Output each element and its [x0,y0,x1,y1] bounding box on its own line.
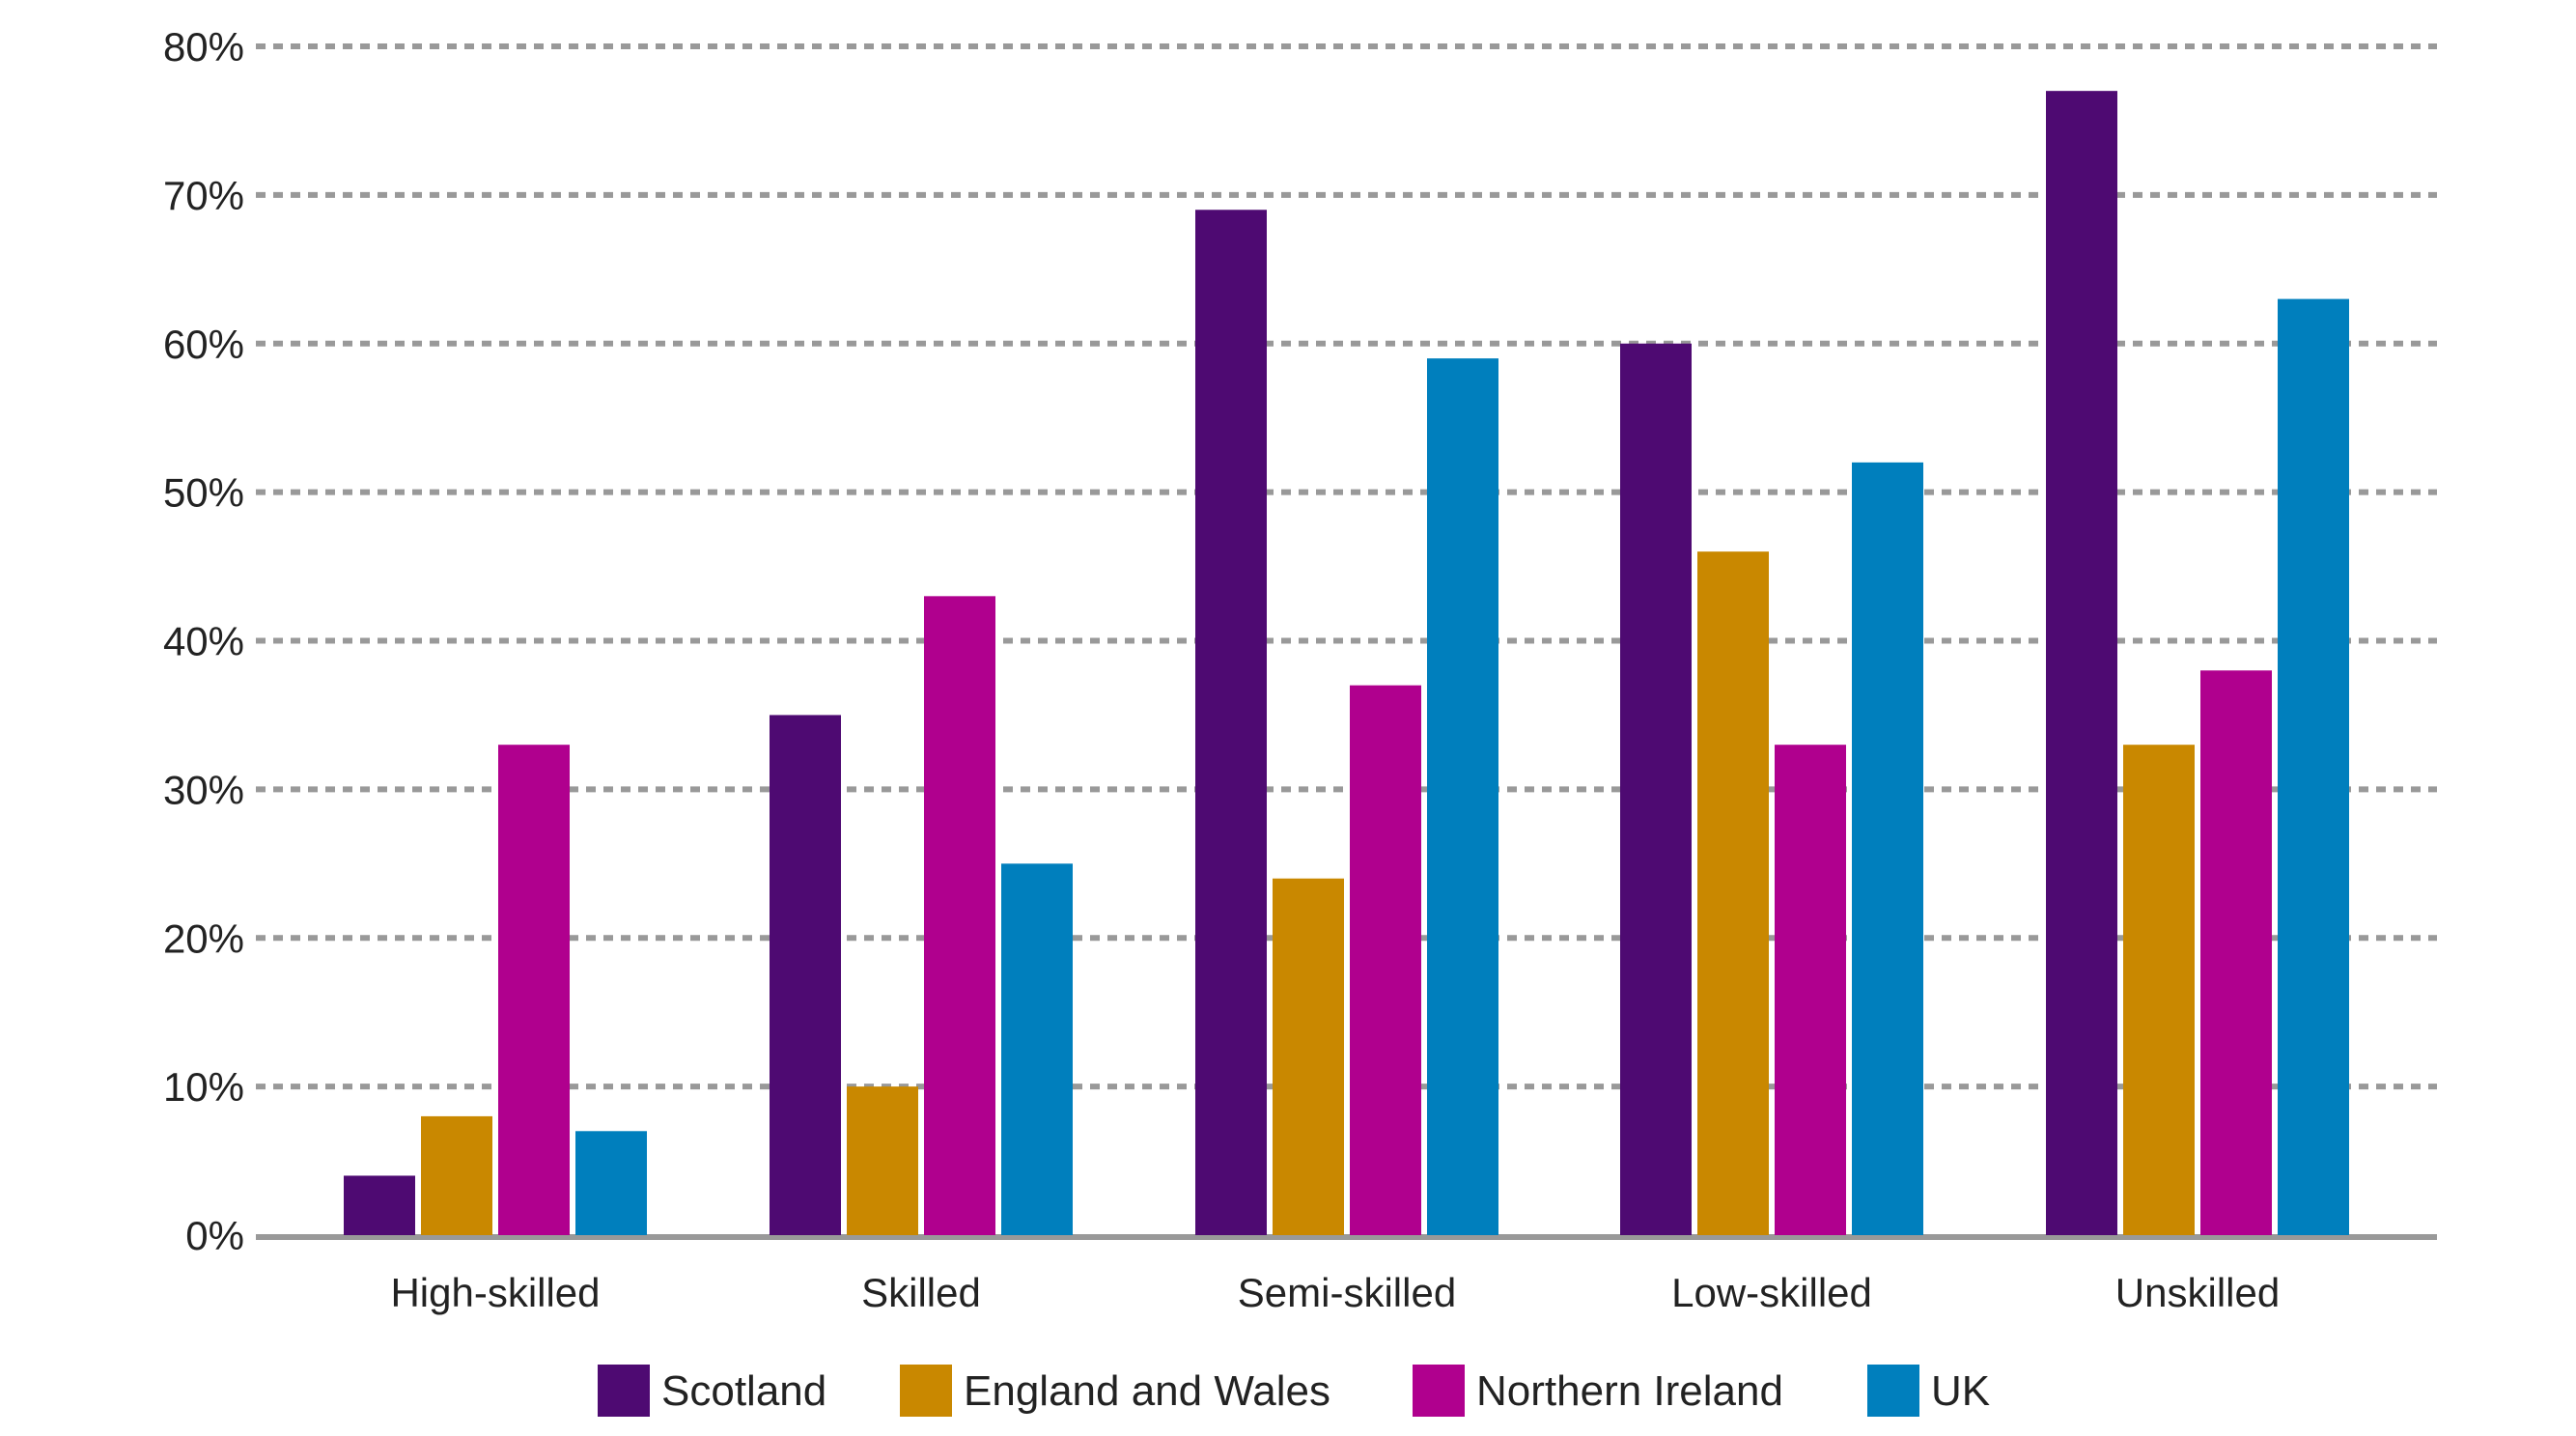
x-tick-label: Unskilled [2115,1270,2280,1315]
bar-northern-ireland [1775,745,1846,1235]
y-tick-label: 70% [163,173,244,218]
bar-uk [2278,298,2349,1235]
bar-scotland [2046,91,2117,1236]
bar-england-and-wales [847,1086,918,1235]
bar-scotland [1195,210,1267,1236]
y-tick-label: 50% [163,470,244,516]
x-tick-label: Skilled [861,1270,981,1315]
x-tick-label: Low-skilled [1671,1270,1872,1315]
legend-label: Scotland [661,1367,826,1415]
legend-swatch [900,1365,952,1417]
legend-swatch [598,1365,650,1417]
bar-uk [1852,462,1923,1236]
bar-northern-ireland [1350,685,1421,1235]
y-tick-label: 40% [163,619,244,664]
bar-england-and-wales [2123,745,2195,1235]
bar-uk [1427,358,1498,1235]
bar-uk [575,1131,647,1235]
bar-northern-ireland [924,596,995,1235]
bar-england-and-wales [421,1115,492,1235]
x-tick-label: High-skilled [390,1270,600,1315]
y-tick-label: 0% [185,1213,244,1258]
bar-northern-ireland [2200,670,2272,1235]
legend-label: England and Wales [964,1367,1330,1415]
bar-england-and-wales [1273,878,1344,1235]
bar-scotland [770,715,841,1235]
legend-label: UK [1931,1367,1990,1415]
legend-swatch [1867,1365,1919,1417]
legend-label: Northern Ireland [1476,1367,1783,1415]
bar-northern-ireland [498,745,570,1235]
x-tick-label: Semi-skilled [1238,1270,1456,1315]
y-tick-label: 80% [163,24,244,70]
y-tick-label: 60% [163,322,244,367]
legend-swatch [1413,1365,1465,1417]
bar-scotland [344,1175,415,1235]
bar-uk [1001,863,1073,1235]
y-tick-label: 10% [163,1064,244,1110]
y-tick-label: 20% [163,915,244,961]
bar-scotland [1620,343,1692,1235]
y-tick-label: 30% [163,767,244,812]
bar-england-and-wales [1697,551,1769,1235]
